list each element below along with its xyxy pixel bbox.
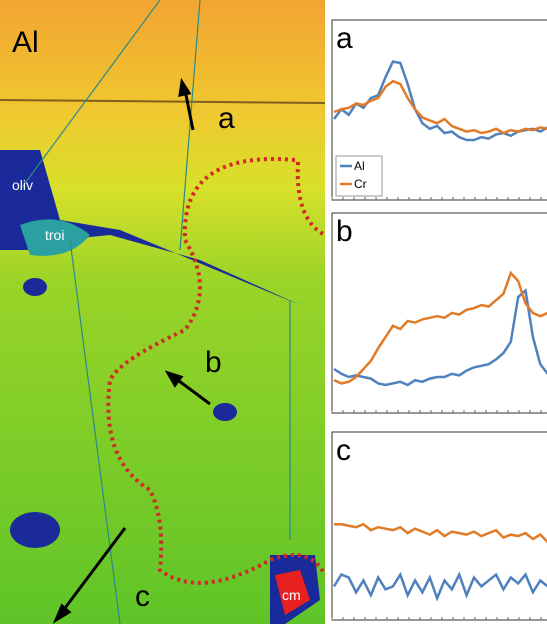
legend-label: Cr (354, 177, 367, 191)
panel-frame (331, 212, 547, 414)
panel-title: c (336, 434, 351, 467)
profile-panels: a Al Cr b c (331, 19, 547, 621)
series-line (333, 288, 547, 387)
legend-box (335, 155, 383, 197)
legend-label: Al (354, 159, 365, 173)
inclusion (213, 403, 237, 421)
marker-label: a (218, 102, 235, 135)
series-line (333, 79, 547, 135)
element-map: Al a b c oliv troi cm (0, 0, 327, 624)
map-title: Al (12, 26, 39, 59)
inclusion (10, 512, 60, 548)
panel-title: a (336, 22, 353, 55)
series-line (332, 571, 547, 602)
series-line (333, 60, 547, 142)
arrow (178, 77, 195, 131)
series-line (334, 522, 547, 544)
crack (19, 0, 291, 624)
marker-label: c (135, 580, 150, 613)
boundary-line (106, 157, 327, 585)
panel-frame (331, 431, 547, 621)
panel-frame (331, 19, 547, 201)
arrow (164, 370, 211, 406)
panel-title: b (336, 215, 353, 248)
mineral-label: oliv (12, 177, 33, 193)
scan-artifact (0, 99, 326, 104)
inclusion (23, 278, 47, 296)
arrow (52, 527, 127, 624)
series-line (333, 270, 547, 385)
cm-region (275, 570, 310, 615)
mineral-label: troi (45, 227, 64, 243)
troilite-region (20, 219, 90, 256)
mineral-label: cm (282, 587, 301, 603)
marker-label: b (205, 346, 222, 379)
